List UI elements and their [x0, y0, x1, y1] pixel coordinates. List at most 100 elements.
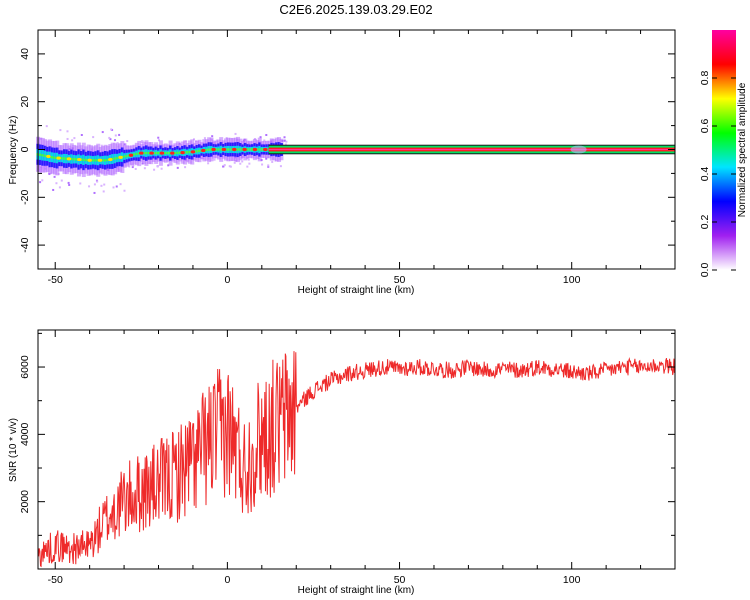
noise-speck: [279, 165, 282, 168]
ridge-peak: [255, 148, 259, 151]
ridge-peak: [248, 148, 252, 151]
noise-speck: [143, 167, 146, 170]
noise-speck: [102, 190, 105, 193]
ridge-peak: [125, 154, 129, 158]
noise-speck: [233, 161, 236, 164]
colorbar-tick-label: 0.0: [699, 263, 711, 278]
ridge-peak: [72, 157, 76, 161]
noise-speck: [184, 166, 187, 169]
noise-speck: [96, 180, 99, 183]
ridge-max: [242, 147, 247, 152]
bottom-x-tick-label: 100: [563, 574, 581, 586]
ridge-peak: [258, 148, 262, 151]
ridge-max: [97, 158, 103, 162]
ridge-max: [46, 154, 51, 159]
noise-speck: [113, 139, 116, 142]
noise-speck: [123, 143, 126, 146]
ridge-peak: [116, 156, 120, 160]
noise-speck: [284, 143, 287, 146]
ridge-peak: [219, 148, 223, 151]
ridge-peak: [164, 151, 168, 155]
band-artifact: [570, 145, 587, 154]
ridge-max: [190, 150, 196, 154]
noise-speck: [118, 133, 121, 136]
noise-speck: [88, 185, 91, 188]
noise-speck: [60, 179, 63, 182]
colorbar: 0.0 0.2 0.4 0.6 0.8: [699, 30, 736, 277]
noise-speck: [241, 160, 244, 163]
noise-speck: [73, 137, 76, 140]
noise-speck: [247, 158, 250, 161]
noise-speck: [246, 165, 249, 168]
ridge-peak: [123, 155, 127, 158]
bottom-y-tick-label: 4000: [19, 423, 31, 447]
ridge-peak: [60, 157, 64, 160]
ridge-max: [263, 147, 268, 152]
noise-speck: [41, 179, 44, 182]
ridge-peak: [176, 151, 180, 155]
noise-speck: [267, 164, 270, 167]
noise-speck: [157, 136, 160, 139]
noise-speck: [108, 136, 111, 139]
noise-speck: [157, 139, 160, 142]
ridge-max: [180, 151, 185, 155]
ridge-peak: [205, 148, 209, 152]
snr-panel: -50 0 50 100 2000 4000 6000: [19, 329, 676, 586]
ridge-peak: [260, 148, 264, 151]
top-y-tick-label: 40: [19, 48, 31, 60]
colorbar-tick-label: 0.2: [699, 215, 711, 230]
noise-speck: [116, 142, 119, 145]
colorbar-tick-label: 0.6: [699, 119, 711, 134]
top-y-tick-label: -20: [19, 190, 31, 205]
bottom-y-tick-label: 6000: [19, 355, 31, 379]
noise-speck: [259, 136, 262, 139]
ridge-peak: [236, 148, 240, 151]
top-x-tick-label: -50: [48, 274, 63, 286]
colorbar-tick-label: 0.4: [699, 167, 711, 182]
ridge-peak: [144, 151, 148, 155]
ridge-peak: [132, 153, 136, 156]
ridge-peak: [217, 148, 221, 151]
bottom-x-axis-label: Height of straight line (km): [298, 585, 415, 596]
ridge-peak: [229, 148, 233, 151]
noise-speck: [283, 139, 286, 142]
figure-title: C2E6.2025.139.03.29.E02: [279, 2, 432, 17]
ridge-peak: [103, 159, 107, 162]
noise-speck: [59, 129, 62, 132]
ridge-peak: [157, 151, 161, 155]
noise-speck: [55, 182, 58, 185]
ridge-peak: [166, 151, 170, 155]
snr-line: [38, 351, 675, 568]
noise-speck: [39, 181, 42, 184]
noise-speck: [156, 165, 159, 168]
top-x-tick-label: 100: [563, 274, 581, 286]
colorbar-label: Normalized spectral amplitude: [737, 82, 748, 217]
ridge-peak: [185, 151, 189, 154]
ridge-peak: [154, 151, 158, 155]
ridge-peak: [113, 157, 117, 160]
noise-speck: [285, 140, 288, 143]
noise-speck: [67, 181, 70, 184]
ridge-peak: [195, 150, 199, 153]
ridge-peak: [53, 156, 57, 159]
band-center: [268, 148, 675, 151]
noise-speck: [109, 138, 112, 141]
noise-speck: [263, 139, 266, 142]
noise-speck: [248, 162, 251, 165]
top-x-axis-label: Height of straight line (km): [298, 285, 415, 296]
noise-speck: [229, 165, 232, 168]
noise-speck: [126, 140, 129, 143]
noise-speck: [66, 137, 69, 140]
noise-speck: [176, 166, 179, 169]
noise-speck: [93, 191, 96, 194]
noise-speck: [128, 165, 131, 168]
ridge-peak: [238, 148, 242, 151]
bottom-y-axis-label: SNR (10 * v/v): [8, 418, 19, 482]
ridge-max: [66, 157, 72, 161]
ridge-max: [56, 156, 61, 160]
noise-speck: [160, 167, 163, 170]
ridge-max: [170, 151, 175, 155]
colorbar-fill: [712, 30, 736, 270]
noise-speck: [124, 143, 127, 146]
